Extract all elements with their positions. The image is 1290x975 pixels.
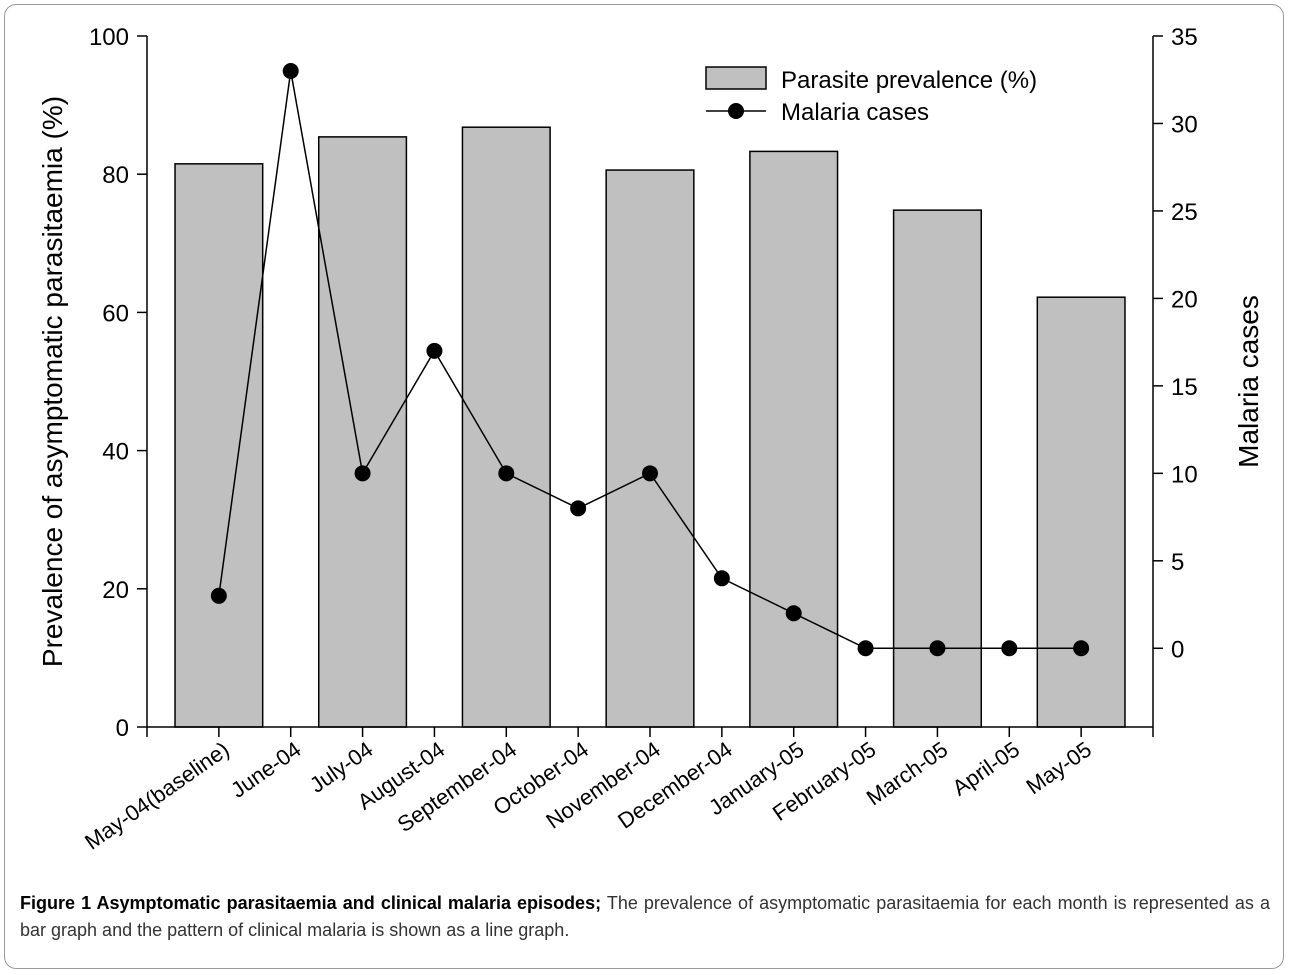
figure-caption: Figure 1 Asymptomatic parasitaemia and c…	[20, 890, 1270, 944]
data-point	[1073, 640, 1090, 657]
caption-text: The prevalence of asymptomatic parasitae…	[20, 893, 1270, 940]
data-point	[857, 640, 874, 657]
data-point	[642, 465, 658, 482]
x-tick-label: April-05	[948, 737, 1024, 801]
y2-tick-label: 20	[1171, 286, 1198, 313]
x-tick-label: May-04(baseline)	[80, 737, 234, 855]
y2-tick-label: 15	[1171, 374, 1198, 401]
bar	[317, 136, 408, 728]
y-axis-title: Prevalence of asymptomatic parasitaemia …	[37, 96, 68, 667]
legend-line-label: Malaria cases	[781, 99, 929, 126]
y2-tick-label: 0	[1171, 636, 1184, 663]
y-tick-label: 80	[102, 162, 129, 189]
legend: Parasite prevalence (%) Malaria cases	[705, 66, 1037, 126]
x-tick-label: March-05	[862, 737, 952, 811]
bar	[461, 126, 551, 728]
y-tick-label: 60	[102, 300, 129, 327]
legend-bar-label: Parasite prevalence (%)	[781, 67, 1037, 94]
y2-axis-title: Malaria cases	[1233, 295, 1264, 468]
data-point	[1001, 640, 1018, 657]
x-tick-label: June-04	[226, 737, 305, 803]
legend-bar-swatch	[705, 66, 767, 90]
y-tick-label: 40	[102, 439, 129, 466]
data-point	[210, 587, 227, 604]
data-point	[426, 342, 443, 359]
y-tick-label: 0	[116, 715, 129, 742]
y2-tick-label: 10	[1171, 461, 1198, 488]
data-point	[498, 465, 515, 482]
data-point	[354, 465, 371, 482]
data-point	[713, 570, 730, 587]
y-tick-label: 100	[89, 24, 129, 51]
data-point	[282, 62, 299, 79]
data-point	[785, 605, 802, 622]
caption-title: Figure 1 Asymptomatic parasitaemia and c…	[20, 893, 602, 913]
data-point	[929, 640, 946, 657]
x-tick-label: May-05	[1022, 737, 1096, 800]
y2-tick-label: 30	[1171, 111, 1198, 138]
bar-series	[174, 126, 1126, 728]
bar	[174, 163, 264, 728]
line-series	[210, 62, 1090, 657]
bar	[605, 169, 695, 728]
y-tick-label: 20	[102, 577, 129, 604]
y2-tick-label: 5	[1171, 549, 1184, 576]
y2-tick-label: 35	[1171, 24, 1198, 51]
bar	[749, 150, 839, 728]
bar	[1036, 296, 1126, 728]
y2-tick-label: 25	[1171, 199, 1198, 226]
legend-line-marker	[728, 103, 744, 119]
data-point	[570, 500, 587, 517]
